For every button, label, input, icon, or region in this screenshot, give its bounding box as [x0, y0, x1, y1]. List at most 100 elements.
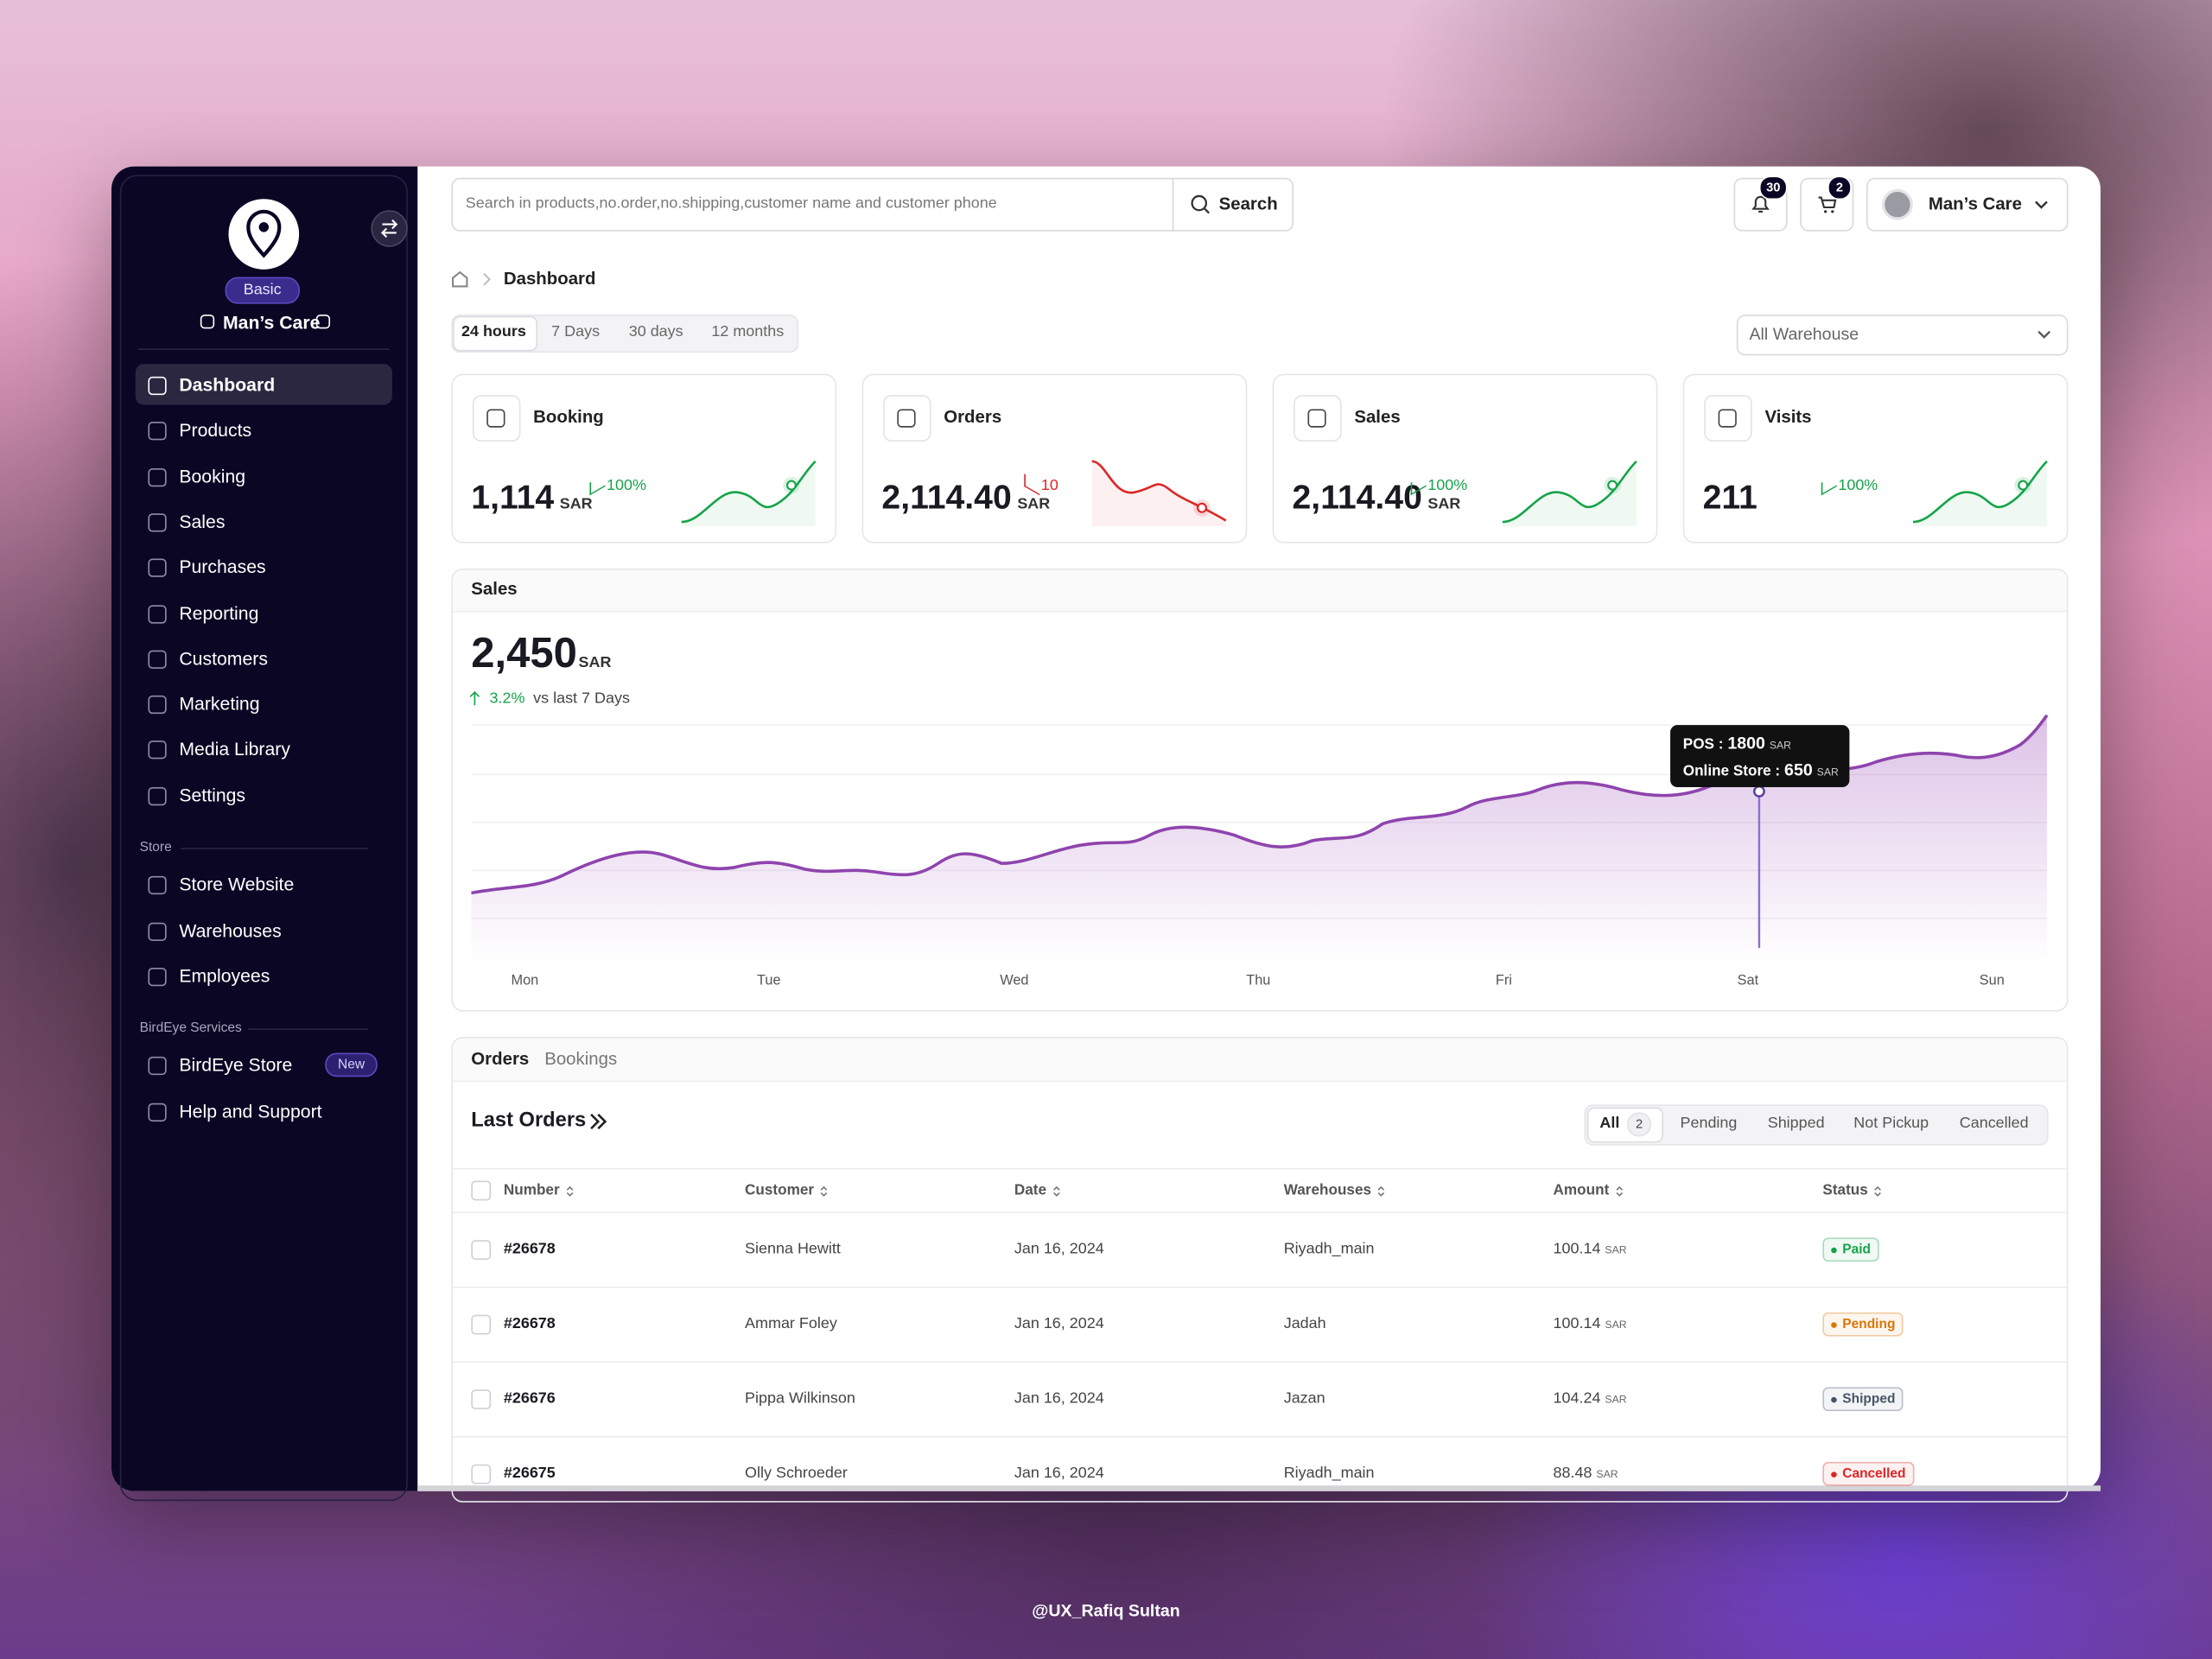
- period-option[interactable]: 24 hours: [461, 323, 526, 341]
- checkbox[interactable]: [471, 1240, 492, 1260]
- checkbox[interactable]: [471, 1314, 492, 1335]
- stat-unit: SAR: [559, 496, 593, 513]
- sales-value: 2,450: [471, 630, 577, 677]
- status-text: Shipped: [1842, 1391, 1896, 1408]
- amount: 100.14: [1553, 1240, 1601, 1258]
- checkbox[interactable]: [471, 1464, 492, 1484]
- checkbox[interactable]: [471, 1389, 492, 1410]
- nav-item[interactable]: Reporting: [179, 601, 259, 624]
- stat-value: 2,114.40: [881, 479, 1012, 518]
- stat-title: Orders: [944, 407, 1002, 427]
- collapse-icon: [380, 219, 398, 238]
- column-header[interactable]: Warehouses: [1283, 1181, 1372, 1199]
- nav-item[interactable]: Help and Support: [179, 1099, 322, 1122]
- cell-date: Jan 16, 2024: [1014, 1389, 1104, 1408]
- stat-card: [1272, 373, 1658, 543]
- stat-card: [861, 373, 1248, 543]
- nav-item[interactable]: Products: [179, 419, 252, 442]
- nav-item[interactable]: Media Library: [179, 738, 290, 760]
- period-option[interactable]: 12 months: [711, 323, 785, 341]
- cart-icon: [1818, 196, 1837, 213]
- nav-item[interactable]: Customers: [179, 647, 268, 669]
- account-name[interactable]: Man’s Care: [1928, 194, 2022, 214]
- chevron: [2035, 200, 2048, 209]
- stat-change: 100%: [1838, 477, 1878, 495]
- column-header[interactable]: Status: [1822, 1181, 1868, 1199]
- icon: [315, 315, 331, 329]
- stat-icon-box: [883, 395, 931, 442]
- nav-item[interactable]: Settings: [179, 784, 246, 806]
- amount: 104.24: [1553, 1389, 1601, 1408]
- section-divider: [180, 848, 369, 849]
- column-header[interactable]: Date: [1014, 1181, 1047, 1199]
- stat-card: [451, 373, 837, 543]
- cart-button[interactable]: [1800, 177, 1854, 232]
- filter-option[interactable]: Pending: [1680, 1115, 1738, 1133]
- nav-item[interactable]: Store Website: [179, 873, 295, 895]
- filter-option[interactable]: Shipped: [1767, 1115, 1825, 1133]
- sales-comparison: vs last 7 Days: [533, 690, 630, 708]
- amount: 88.48: [1553, 1465, 1592, 1482]
- column-header[interactable]: Amount: [1553, 1181, 1610, 1199]
- nav-item[interactable]: Employees: [179, 965, 270, 987]
- tab[interactable]: Orders: [471, 1048, 530, 1069]
- icon: [148, 1102, 167, 1122]
- last-orders-arrow: [590, 1113, 607, 1130]
- row-divider: [453, 1286, 2067, 1288]
- account-button[interactable]: [1866, 177, 2069, 232]
- status-dot: [1831, 1321, 1837, 1328]
- warehouse-select-text[interactable]: All Warehouse: [1749, 324, 1859, 345]
- x-axis-label: Wed: [1000, 973, 1029, 989]
- search-placeholder[interactable]: Search in products,no.order,no.shipping,…: [465, 194, 997, 213]
- nav-item[interactable]: BirdEye Store: [179, 1053, 293, 1076]
- collapse-button[interactable]: [371, 210, 408, 247]
- nav-item[interactable]: Dashboard: [179, 373, 276, 396]
- stat-title: Sales: [1354, 407, 1401, 427]
- tab[interactable]: Bookings: [544, 1048, 618, 1069]
- orders-title: Last Orders: [471, 1109, 587, 1132]
- cell-date: Jan 16, 2024: [1014, 1240, 1104, 1258]
- row-divider: [453, 1361, 2067, 1363]
- nav-item[interactable]: Booking: [179, 465, 246, 486]
- warehouse-select[interactable]: [1736, 315, 2069, 356]
- column-header[interactable]: Number: [503, 1181, 560, 1199]
- period-option[interactable]: 7 Days: [551, 323, 601, 341]
- bell-button[interactable]: [1733, 177, 1788, 232]
- sort-icon: [820, 1185, 828, 1197]
- filter-active[interactable]: [1586, 1107, 1663, 1143]
- filter-option[interactable]: Not Pickup: [1853, 1115, 1929, 1133]
- icon: [148, 875, 167, 895]
- scroll-edge: [417, 1485, 2101, 1491]
- sales-change: 3.2%: [489, 690, 525, 708]
- notification-count: 30: [1758, 175, 1788, 200]
- stat-value-group: 211: [1703, 479, 1758, 519]
- period-option[interactable]: 30 days: [628, 323, 683, 341]
- checkbox[interactable]: [471, 1180, 492, 1201]
- status-dot: [1831, 1247, 1837, 1253]
- column-header[interactable]: Customer: [745, 1181, 815, 1199]
- stat-card: [1682, 373, 2069, 543]
- nav-item[interactable]: Marketing: [179, 693, 260, 715]
- period-active[interactable]: [453, 315, 538, 352]
- amount: 100.14: [1553, 1315, 1601, 1332]
- icon: [148, 604, 167, 623]
- nav-item[interactable]: Sales: [179, 511, 226, 532]
- icon: [148, 376, 167, 396]
- sort-icon: [1053, 1185, 1060, 1197]
- cart-count: 2: [1827, 175, 1852, 200]
- text: SAR: [1816, 766, 1839, 779]
- filter-option[interactable]: All: [1599, 1115, 1620, 1133]
- search-icon: [1191, 194, 1210, 214]
- nav-item[interactable]: Purchases: [179, 556, 266, 578]
- tooltip-online: Online Store :650 SAR: [1683, 760, 1839, 781]
- amount-unit: SAR: [1605, 1318, 1627, 1332]
- logo-pin: [246, 209, 282, 258]
- nav-item[interactable]: Warehouses: [179, 919, 282, 941]
- stat-value-group: 1,114 SAR: [471, 479, 592, 519]
- filter-option[interactable]: Cancelled: [1959, 1115, 2029, 1133]
- sales-value-group: 2,450 SAR: [471, 629, 611, 680]
- section-title: BirdEye Services: [139, 1020, 242, 1036]
- search-button[interactable]: Search: [1218, 194, 1278, 214]
- search-box[interactable]: [451, 177, 1294, 232]
- plan-badge: Basic: [225, 276, 300, 304]
